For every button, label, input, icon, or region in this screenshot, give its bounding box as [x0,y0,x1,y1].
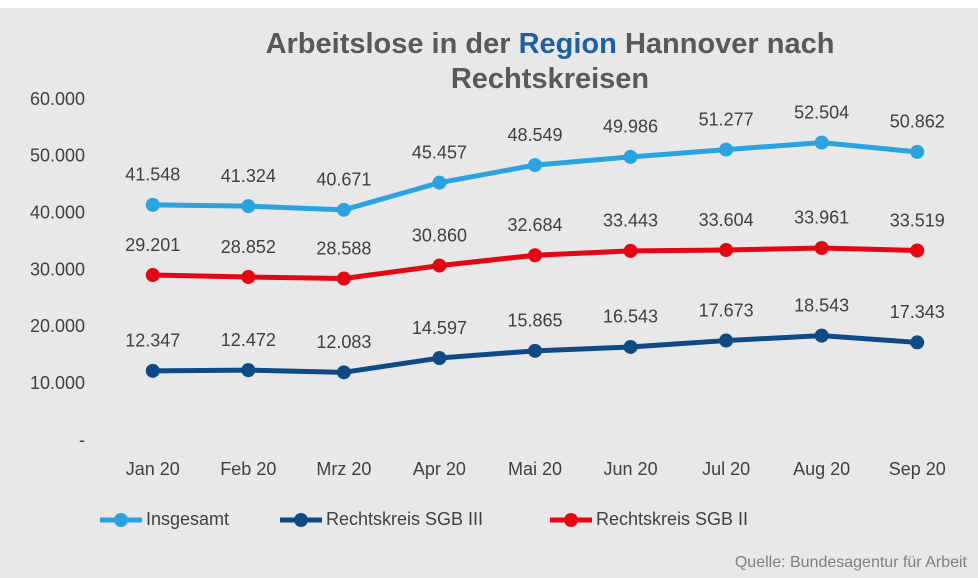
x-tick-label: Jun 20 [604,459,658,479]
data-point [814,328,829,343]
data-point [432,175,447,190]
chart-title: Arbeitslose in der Region Hannover nach [266,28,835,60]
data-label: 48.549 [507,125,562,145]
x-tick-label: Mai 20 [508,459,562,479]
title-part: Arbeitslose in der [266,28,511,60]
data-point [241,270,256,285]
data-label: 52.504 [794,102,849,122]
data-point [432,351,447,366]
data-label: 14.597 [412,318,467,338]
data-label: 50.862 [890,112,945,132]
data-point [910,335,925,350]
data-point [814,240,829,255]
data-label: 28.852 [221,237,276,257]
data-point [719,333,734,348]
data-point [145,197,160,212]
data-label: 51.277 [699,109,754,129]
data-point [145,268,160,283]
title-part: Hannover nach [625,28,835,60]
data-point [719,142,734,157]
chart-background [0,8,978,578]
data-point [336,202,351,217]
x-tick-label: Apr 20 [413,459,466,479]
data-label: 41.548 [125,165,180,185]
data-label: 29.201 [125,235,180,255]
data-label: 18.543 [794,295,849,315]
data-point [910,144,925,159]
y-tick-label: 20.000 [30,316,85,336]
legend-marker [294,513,308,527]
data-point [623,243,638,258]
source: Quelle: Bundesagentur für Arbeit [735,554,968,571]
legend-label: Rechtskreis SGB III [326,509,483,529]
data-label: 12.083 [316,332,371,352]
x-tick-label: Jan 20 [126,459,180,479]
data-label: 33.961 [794,208,849,228]
y-tick-label: 10.000 [30,373,85,393]
data-point [528,248,542,263]
data-label: 16.543 [603,307,658,327]
legend-label: Rechtskreis SGB II [596,509,748,529]
data-point [241,363,256,378]
legend-label: Insgesamt [146,509,229,529]
x-tick-label: Jul 20 [702,459,750,479]
chart-title: Rechtskreisen [451,63,649,95]
y-tick-label: 50.000 [30,146,85,166]
data-label: 49.986 [603,117,658,137]
data-label: 40.671 [316,170,371,190]
y-tick-label: 40.000 [30,202,85,222]
x-tick-label: Aug 20 [793,459,850,479]
data-point [719,243,734,258]
legend-marker [114,513,128,527]
data-label: 33.519 [890,210,945,230]
y-tick-label: 30.000 [30,259,85,279]
data-label: 33.443 [603,211,658,231]
data-point [336,271,351,286]
data-label: 41.324 [221,166,276,186]
y-tick-label: 60.000 [30,89,85,109]
data-label: 45.457 [412,142,467,162]
data-label: 12.347 [125,331,180,351]
data-point [814,135,829,150]
data-label: 28.588 [316,238,371,258]
data-point [623,149,638,164]
data-label: 30.860 [412,225,467,245]
data-point [241,199,256,214]
data-label: 33.604 [699,210,754,230]
data-label: 17.343 [890,302,945,322]
data-label: 12.472 [221,330,276,350]
data-point [910,243,925,258]
x-tick-label: Sep 20 [889,459,946,479]
data-point [623,339,638,354]
data-point [432,258,447,273]
x-tick-label: Mrz 20 [316,459,371,479]
data-point [336,365,351,380]
data-point [528,343,542,358]
data-point [145,363,160,378]
x-tick-label: Feb 20 [220,459,276,479]
data-label: 32.684 [507,215,562,235]
data-label: 17.673 [699,300,754,320]
data-point [528,158,542,173]
data-label: 15.865 [507,311,562,331]
title-part: Rechtskreisen [451,63,649,95]
title-part: Region [519,28,617,60]
legend-marker [564,513,578,527]
y-tick-label: - [79,430,85,450]
